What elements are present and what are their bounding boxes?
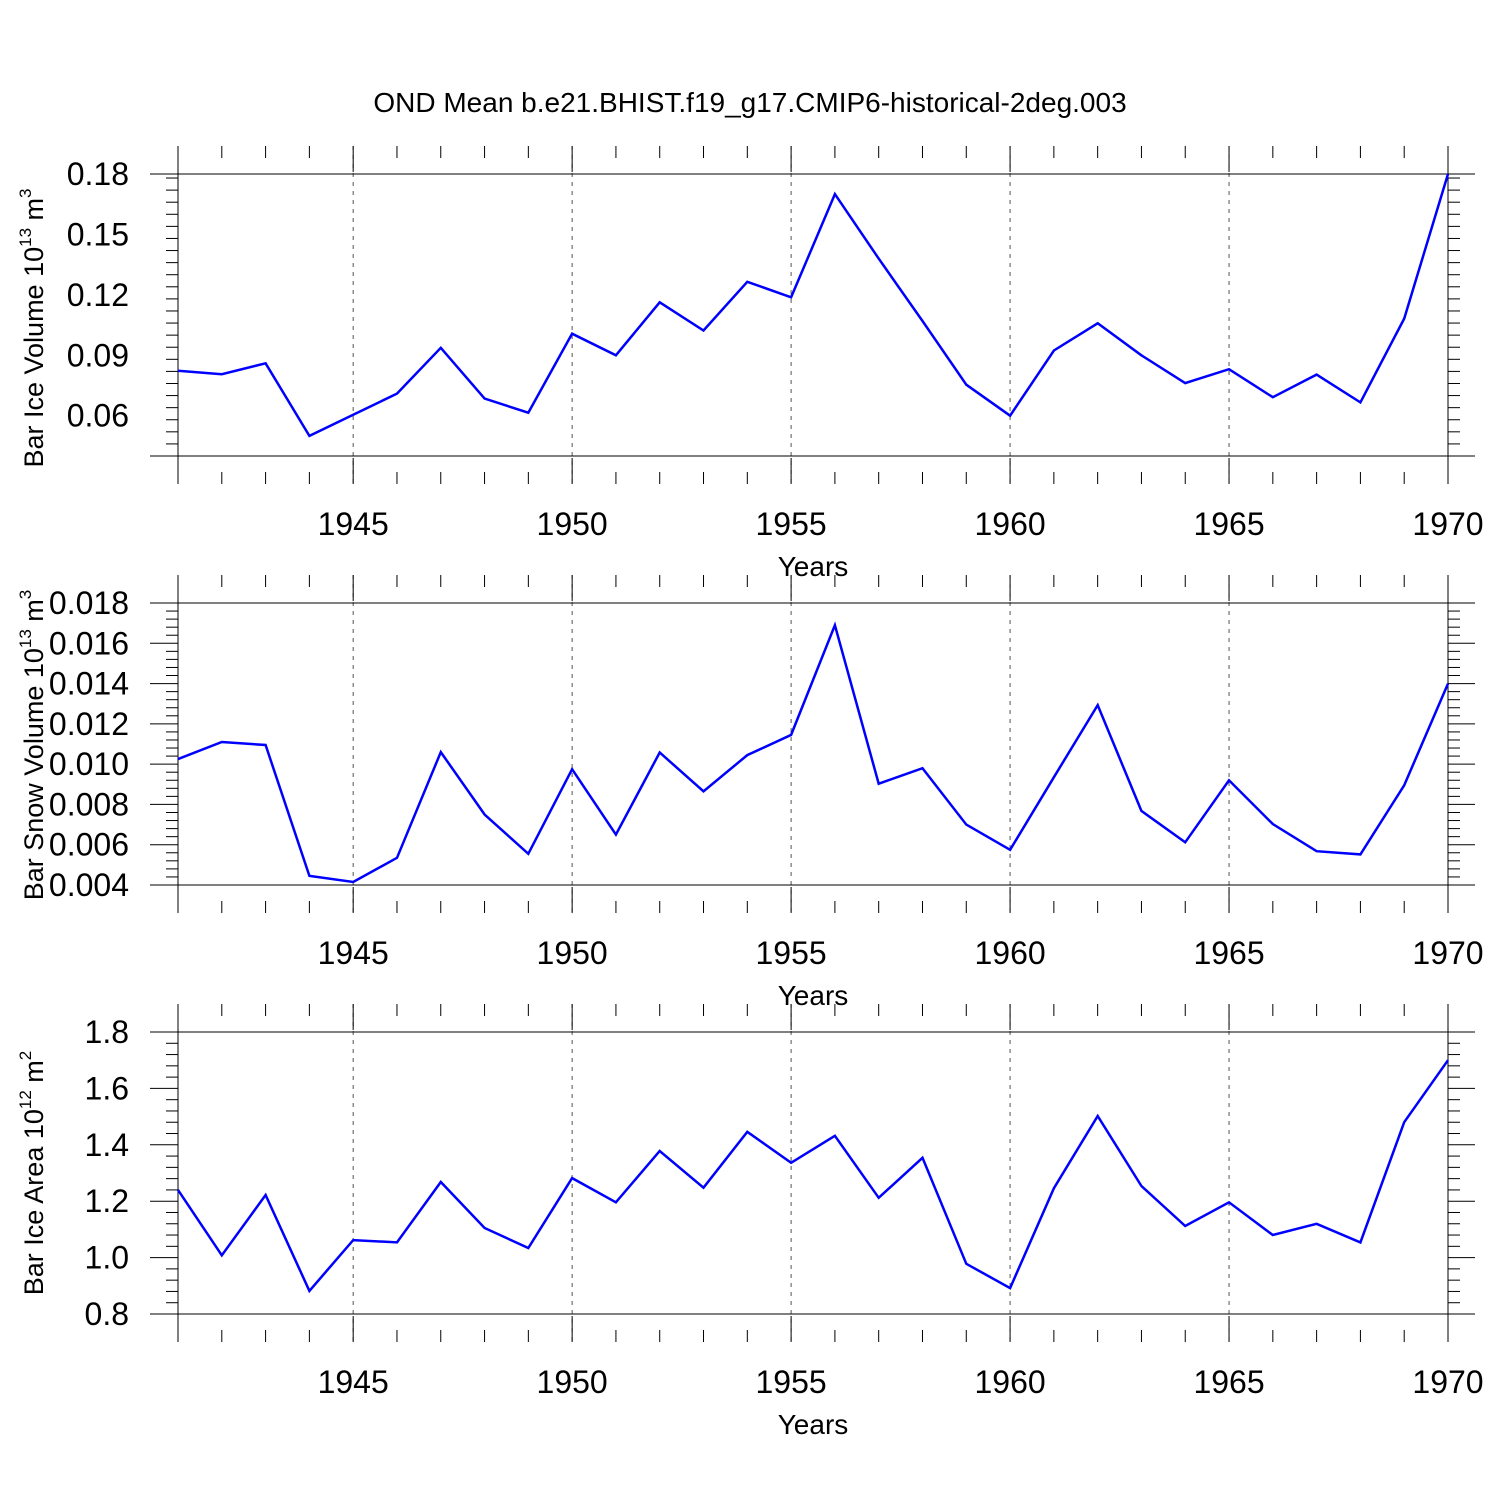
series-line [176,1059,1450,1294]
x-tick-label: 1960 [974,1364,1045,1400]
x-tick-label: 1945 [318,935,389,971]
y-tick-label: 0.018 [49,585,129,621]
x-tick-label: 1950 [537,1364,608,1400]
x-tick-label: 1955 [756,506,827,542]
panel-1: 0.06 0.09 0.12 0.15 0.18 1945 1950 1955 1960 1965… [16,146,1484,582]
y-tick-label: 0.006 [49,827,129,863]
x-tick-label: 1970 [1412,935,1483,971]
x-tick-label: 1965 [1193,506,1264,542]
y-tick-label: 0.004 [49,867,129,903]
chart-title: OND Mean b.e21.BHIST.f19_g17.CMIP6-histo… [373,87,1126,118]
x-tick-label: 1945 [318,506,389,542]
y-tick-label: 0.016 [49,625,129,661]
x-tick-label: 1965 [1193,1364,1264,1400]
y-tick-label: 1.6 [85,1070,129,1106]
y-tick-label: 1.4 [85,1127,129,1163]
x-axis-label: Years [778,551,849,582]
x-tick-label: 1960 [974,935,1045,971]
x-tick-label: 1950 [537,935,608,971]
y-axis-label: Bar Ice Volume 1013 m3 [16,188,49,467]
y-tick-label: 1.0 [85,1240,129,1276]
series-line [177,173,1450,438]
x-tick-label: 1955 [756,935,827,971]
y-tick-label: 0.12 [67,277,129,313]
y-tick-label: 0.09 [67,337,129,373]
x-tick-label: 1970 [1412,1364,1483,1400]
x-tick-label: 1955 [756,1364,827,1400]
x-tick-label: 1960 [974,506,1045,542]
y-tick-label: 0.010 [49,746,129,782]
y-tick-label: 0.008 [49,786,129,822]
x-axis-label: Years [778,980,849,1011]
y-tick-label: 0.014 [49,666,129,702]
x-axis-label: Years [778,1409,849,1440]
y-axis-label: Bar Ice Area 1012 m2 [16,1051,49,1296]
y-tick-label: 0.8 [85,1296,129,1332]
x-tick-label: 1965 [1193,935,1264,971]
y-axis-label: Bar Snow Volume 1013 m3 [16,590,49,901]
x-tick-label: 1950 [537,506,608,542]
y-tick-label: 0.15 [67,216,129,252]
y-tick-label: 0.18 [67,156,129,192]
y-tick-label: 0.06 [67,398,129,434]
y-tick-label: 1.2 [85,1183,129,1219]
panel-3: 0.8 1.0 1.2 1.4 1.6 1.8 1945 1950 1955 1960 1965 19… [16,1004,1484,1440]
y-tick-label: 1.8 [85,1014,129,1050]
series-line [177,621,1450,884]
x-tick-label: 1970 [1412,506,1483,542]
panel-2: 0.004 0.006 0.008 0.010 0.012 0.014 0.016 0.018… [16,575,1484,1011]
x-tick-label: 1945 [318,1364,389,1400]
y-tick-label: 0.012 [49,706,129,742]
